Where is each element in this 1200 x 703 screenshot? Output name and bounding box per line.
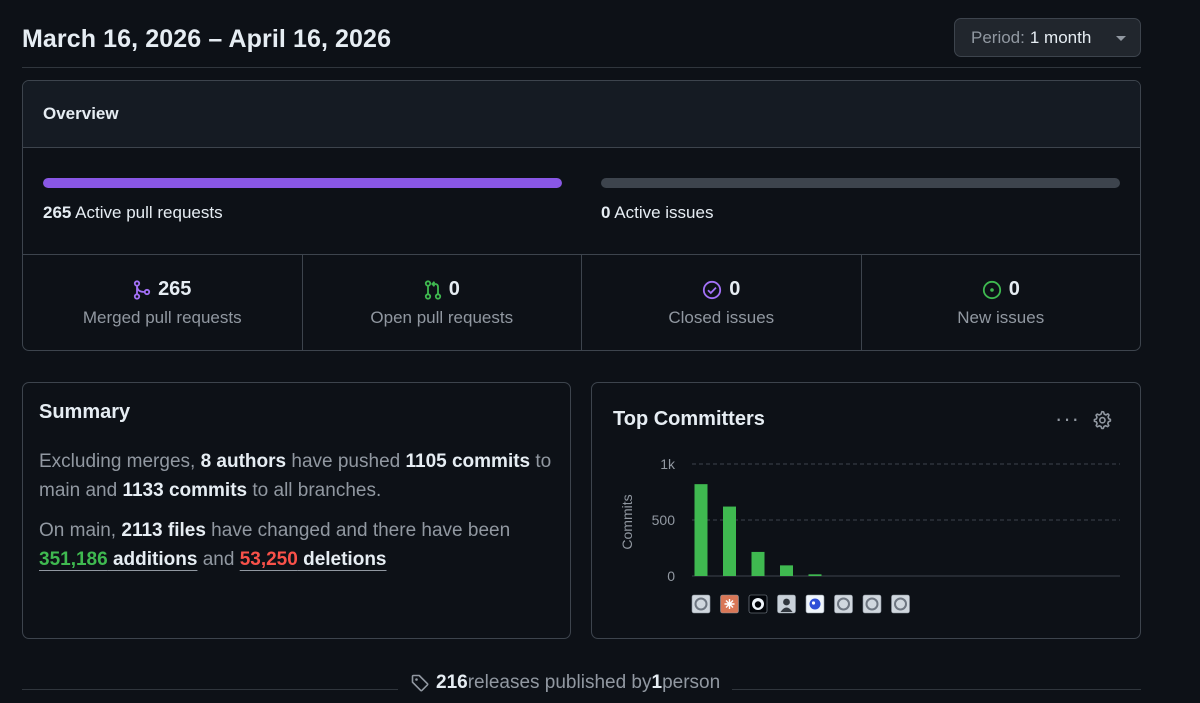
summary-commits-text: Excluding merges, 8 authors have pushed … bbox=[39, 447, 554, 505]
y-tick-label: 500 bbox=[652, 512, 676, 528]
deletions-count: 53,250 bbox=[239, 549, 298, 570]
main-commits-count: 1105 commits bbox=[405, 451, 531, 472]
overview-panel: Overview 265 Active pull requests 0 Acti… bbox=[22, 80, 1141, 351]
publishers-count: 1 bbox=[651, 672, 663, 693]
new-issues-value: 0 bbox=[1008, 278, 1020, 300]
all-commits-count: 1133 commits bbox=[122, 480, 248, 501]
releases-count: 216 bbox=[436, 672, 468, 693]
y-tick-label: 0 bbox=[667, 568, 675, 584]
active-issues-label[interactable]: 0 Active issues bbox=[601, 203, 1120, 223]
additions-link[interactable]: 351,186 additions bbox=[39, 549, 197, 570]
period-dropdown-button[interactable]: Period: 1 month bbox=[954, 18, 1141, 57]
summary-panel: Summary Excluding merges, 8 authors have… bbox=[22, 382, 571, 639]
issue-closed-icon bbox=[703, 280, 722, 299]
commit-bar bbox=[780, 565, 793, 576]
active-issues-text: Active issues bbox=[614, 203, 714, 222]
tag-icon bbox=[411, 674, 429, 692]
period-value: 1 month bbox=[1029, 27, 1092, 47]
person-photo-icon bbox=[780, 607, 793, 612]
gear-icon[interactable] bbox=[1092, 410, 1112, 430]
git-pull-request-icon bbox=[424, 279, 441, 300]
deletions-word: deletions bbox=[297, 549, 387, 570]
triangle-down-icon bbox=[1116, 36, 1126, 41]
active-pull-requests-label[interactable]: 265 Active pull requests bbox=[43, 203, 562, 223]
summary-text: On main, bbox=[39, 520, 122, 541]
summary-text: Excluding merges, bbox=[39, 451, 201, 472]
active-pull-requests-count: 265 bbox=[43, 203, 72, 222]
releases-summary[interactable]: 216 releases published by 1 person bbox=[398, 672, 733, 694]
open-pull-requests-caption: Open pull requests bbox=[370, 308, 514, 327]
top-committers-chart: 0 500 1k Commits bbox=[619, 456, 1120, 614]
commit-bar bbox=[723, 506, 736, 576]
summary-text: have changed and there have been bbox=[205, 520, 511, 541]
pull-requests-progress-bar bbox=[43, 178, 562, 188]
issue-opened-icon bbox=[982, 280, 1001, 299]
y-axis-label: Commits bbox=[619, 494, 635, 549]
merged-pull-requests-value: 265 bbox=[158, 278, 192, 300]
merged-pull-requests-caption: Merged pull requests bbox=[82, 308, 242, 327]
new-issues-stat[interactable]: 0 New issues bbox=[862, 255, 1141, 350]
active-pull-requests-text: Active pull requests bbox=[75, 203, 223, 222]
merged-pull-requests-stat[interactable]: 265 Merged pull requests bbox=[23, 255, 303, 350]
overview-bars: 265 Active pull requests 0 Active issues bbox=[23, 148, 1140, 255]
pull-requests-progress-fill bbox=[43, 178, 562, 188]
files-changed-count: 2113 files bbox=[121, 520, 206, 541]
summary-text: have pushed bbox=[286, 451, 406, 472]
summary-text: to main and bbox=[39, 451, 552, 501]
closed-issues-value: 0 bbox=[729, 278, 741, 300]
commit-bar bbox=[808, 574, 822, 576]
issues-block[interactable]: 0 Active issues bbox=[601, 178, 1120, 223]
claude-logo-icon bbox=[724, 599, 735, 609]
summary-changes-text: On main, 2113 files have changed and the… bbox=[39, 516, 554, 574]
blue-logo-icon bbox=[811, 601, 816, 605]
summary-title: Summary bbox=[39, 401, 131, 423]
period-label: Period: bbox=[971, 27, 1025, 47]
summary-text: and bbox=[197, 549, 240, 570]
blue-logo-icon bbox=[809, 598, 821, 610]
new-issues-caption: New issues bbox=[957, 308, 1045, 327]
person-photo-icon bbox=[783, 598, 790, 606]
date-range-title: March 16, 2026 – April 16, 2026 bbox=[22, 25, 392, 53]
page-header: March 16, 2026 – April 16, 2026 Period: … bbox=[22, 18, 1141, 68]
releases-text: releases published by bbox=[467, 672, 652, 693]
y-tick-label: 1k bbox=[660, 456, 676, 472]
top-committers-title: Top Committers bbox=[613, 408, 765, 430]
default-avatar-icon bbox=[894, 597, 907, 611]
closed-issues-stat[interactable]: 0 Closed issues bbox=[582, 255, 862, 350]
overview-title: Overview bbox=[23, 81, 1140, 148]
default-avatar-icon bbox=[694, 597, 708, 611]
active-issues-count: 0 bbox=[601, 203, 611, 222]
deletions-link[interactable]: 53,250 deletions bbox=[240, 549, 387, 570]
summary-text: to all branches. bbox=[247, 480, 382, 501]
overview-stats: 265 Merged pull requests 0 Open pull req… bbox=[23, 255, 1141, 350]
commit-bar bbox=[694, 484, 708, 576]
kebab-horizontal-icon[interactable]: ··· bbox=[1055, 406, 1080, 431]
open-pull-requests-stat[interactable]: 0 Open pull requests bbox=[303, 255, 582, 350]
commit-bar bbox=[751, 551, 765, 576]
publishers-text: person bbox=[662, 672, 721, 693]
issues-progress-bar bbox=[601, 178, 1120, 188]
closed-issues-caption: Closed issues bbox=[668, 308, 775, 327]
github-logo-icon bbox=[754, 601, 762, 608]
additions-count: 351,186 bbox=[39, 549, 108, 570]
additions-word: additions bbox=[107, 549, 198, 570]
default-avatar-icon bbox=[837, 597, 850, 611]
open-pull-requests-value: 0 bbox=[448, 278, 460, 300]
top-committers-panel: 0 500 1k Commits Top Committers ··· bbox=[591, 382, 1141, 639]
authors-count[interactable]: 8 authors bbox=[200, 451, 287, 472]
git-merge-icon bbox=[133, 279, 151, 300]
pull-requests-block[interactable]: 265 Active pull requests bbox=[43, 178, 562, 223]
default-avatar-icon bbox=[865, 597, 879, 611]
